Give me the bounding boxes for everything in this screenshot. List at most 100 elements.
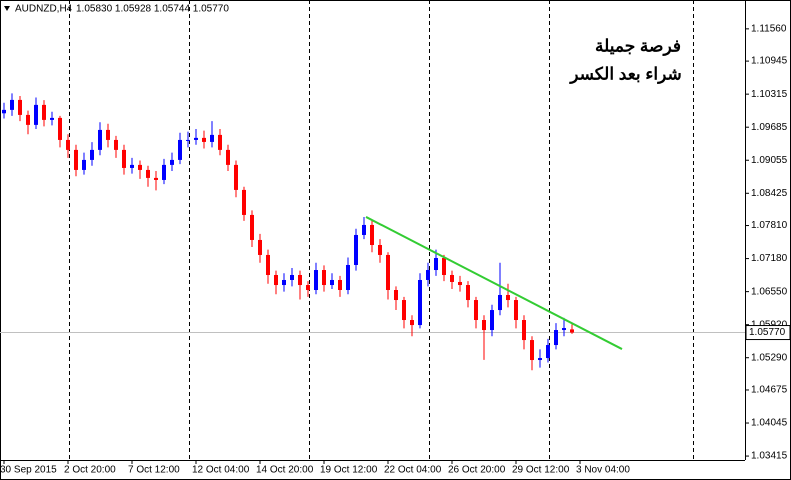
x-tick-label: 19 Oct 12:00 — [320, 465, 378, 476]
candle-body — [570, 329, 574, 333]
candle-body — [530, 340, 534, 361]
y-tick-label: 1.03415 — [751, 451, 788, 462]
candle-body — [242, 189, 246, 215]
annotation: فرصة جميلة — [595, 36, 681, 56]
candle-body — [482, 320, 486, 331]
candle-body — [74, 149, 78, 170]
ohlc-text: 1.05830 1.05928 1.05744 1.05770 — [76, 4, 229, 15]
candle-body — [498, 294, 502, 311]
candle-body — [130, 164, 134, 168]
candle-body — [434, 258, 438, 271]
y-tick-label: 1.10945 — [751, 56, 788, 67]
x-tick-label: 22 Oct 04:00 — [384, 465, 442, 476]
candle-body — [170, 159, 174, 165]
candle-body — [162, 164, 166, 180]
candle-body — [82, 159, 86, 170]
candle-body — [2, 109, 6, 114]
candle-body — [562, 328, 566, 331]
candle-body — [546, 345, 550, 359]
y-tick-label: 1.11560 — [751, 23, 787, 34]
candle-body — [50, 117, 54, 120]
candle-body — [226, 149, 230, 165]
y-tick-label: 1.04675 — [751, 385, 788, 396]
candle-body — [386, 254, 390, 291]
menu-triangle[interactable] — [4, 6, 10, 11]
candle-body — [538, 358, 542, 361]
candle-body — [346, 264, 350, 291]
candle-body — [282, 279, 286, 286]
candle-body — [210, 134, 214, 142]
candle-body — [410, 320, 414, 326]
candle-body — [34, 104, 38, 125]
candle-body — [474, 300, 478, 321]
candle-body — [298, 275, 302, 286]
annotation: شراء بعد الكسر — [568, 64, 681, 84]
x-tick-label: 2 Oct 20:00 — [64, 465, 116, 476]
candle-body — [186, 139, 190, 141]
candle-body — [338, 279, 342, 291]
trendline — [365, 216, 623, 350]
y-tick-label: 1.07810 — [751, 220, 788, 231]
candle-body — [146, 169, 150, 178]
y-tick-label: 1.04045 — [751, 418, 788, 429]
candle-body — [354, 234, 358, 265]
y-tick-label: 1.05290 — [751, 352, 788, 363]
candle-body — [378, 245, 382, 255]
candle-body — [362, 224, 366, 235]
y-tick-label: 1.09055 — [751, 155, 788, 166]
candle-body — [122, 149, 126, 168]
candle-body — [106, 129, 110, 140]
candle-body — [370, 224, 374, 246]
y-tick-label: 1.08425 — [751, 188, 788, 199]
candle-body — [514, 300, 518, 321]
candle-body — [10, 99, 14, 110]
candle-body — [234, 164, 238, 190]
candle-body — [42, 104, 46, 120]
candle-body — [26, 114, 30, 125]
candle-body — [522, 320, 526, 341]
candle-body — [314, 270, 318, 291]
candle-body — [450, 275, 454, 282]
candle-body — [114, 139, 118, 150]
candle-body — [250, 214, 254, 240]
y-tick-label: 1.05920 — [751, 319, 788, 330]
candle-body — [266, 254, 270, 276]
candle-body — [90, 149, 94, 160]
y-tick-label: 1.07180 — [751, 253, 788, 264]
candle-body — [394, 290, 398, 301]
candle-body — [18, 99, 22, 115]
candle-body — [506, 294, 510, 301]
candle-body — [418, 279, 422, 326]
x-tick-label: 7 Oct 12:00 — [128, 465, 180, 476]
last-price-box — [745, 325, 791, 341]
candle-body — [154, 177, 158, 180]
candle-body — [98, 129, 102, 150]
candle-body — [274, 275, 278, 286]
candle-body — [426, 270, 430, 280]
candle-body — [322, 270, 326, 286]
y-tick-label: 1.10315 — [751, 89, 788, 100]
candle-body — [402, 300, 406, 321]
candle-body — [442, 258, 446, 276]
x-tick-label: 14 Oct 20:00 — [256, 465, 314, 476]
candle-body — [66, 139, 70, 150]
y-tick-label: 1.09685 — [751, 122, 788, 133]
candle-body — [202, 137, 206, 142]
candle-body — [138, 164, 142, 170]
x-tick-label: 12 Oct 04:00 — [192, 465, 250, 476]
last-price-label: 1.05770 — [749, 327, 786, 338]
y-tick-label: 1.06550 — [751, 286, 788, 297]
candle-body — [306, 285, 310, 291]
candle-body — [218, 134, 222, 150]
candle-body — [58, 117, 62, 140]
symbol: AUDNZD,H4 — [15, 4, 73, 15]
candle-body — [194, 137, 198, 140]
candle-body — [466, 285, 470, 301]
candle-body — [330, 279, 334, 286]
candle-body — [258, 239, 262, 255]
x-tick-label: 3 Nov 04:00 — [576, 465, 630, 476]
x-tick-label: 30 Sep 2015 — [0, 465, 57, 476]
candle-body — [178, 139, 182, 160]
